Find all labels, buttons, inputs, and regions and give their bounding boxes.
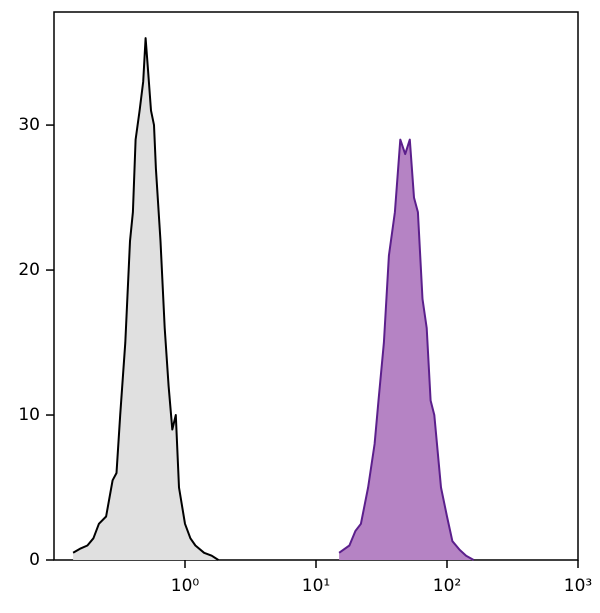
x-tick-label: 10¹ — [302, 576, 330, 596]
histogram-outline — [72, 37, 219, 561]
histogram-area — [73, 38, 219, 561]
histogram-outline — [338, 138, 475, 561]
y-tick-label: 10 — [18, 405, 40, 425]
y-tick-label: 0 — [29, 550, 40, 570]
y-tick-label: 30 — [18, 115, 40, 135]
x-tick-label: 10⁰ — [171, 576, 200, 596]
y-tick-label: 20 — [18, 260, 40, 280]
x-tick-label: 10² — [433, 576, 461, 596]
x-tick-label: 10³ — [564, 576, 592, 596]
histogram-area — [339, 139, 474, 560]
